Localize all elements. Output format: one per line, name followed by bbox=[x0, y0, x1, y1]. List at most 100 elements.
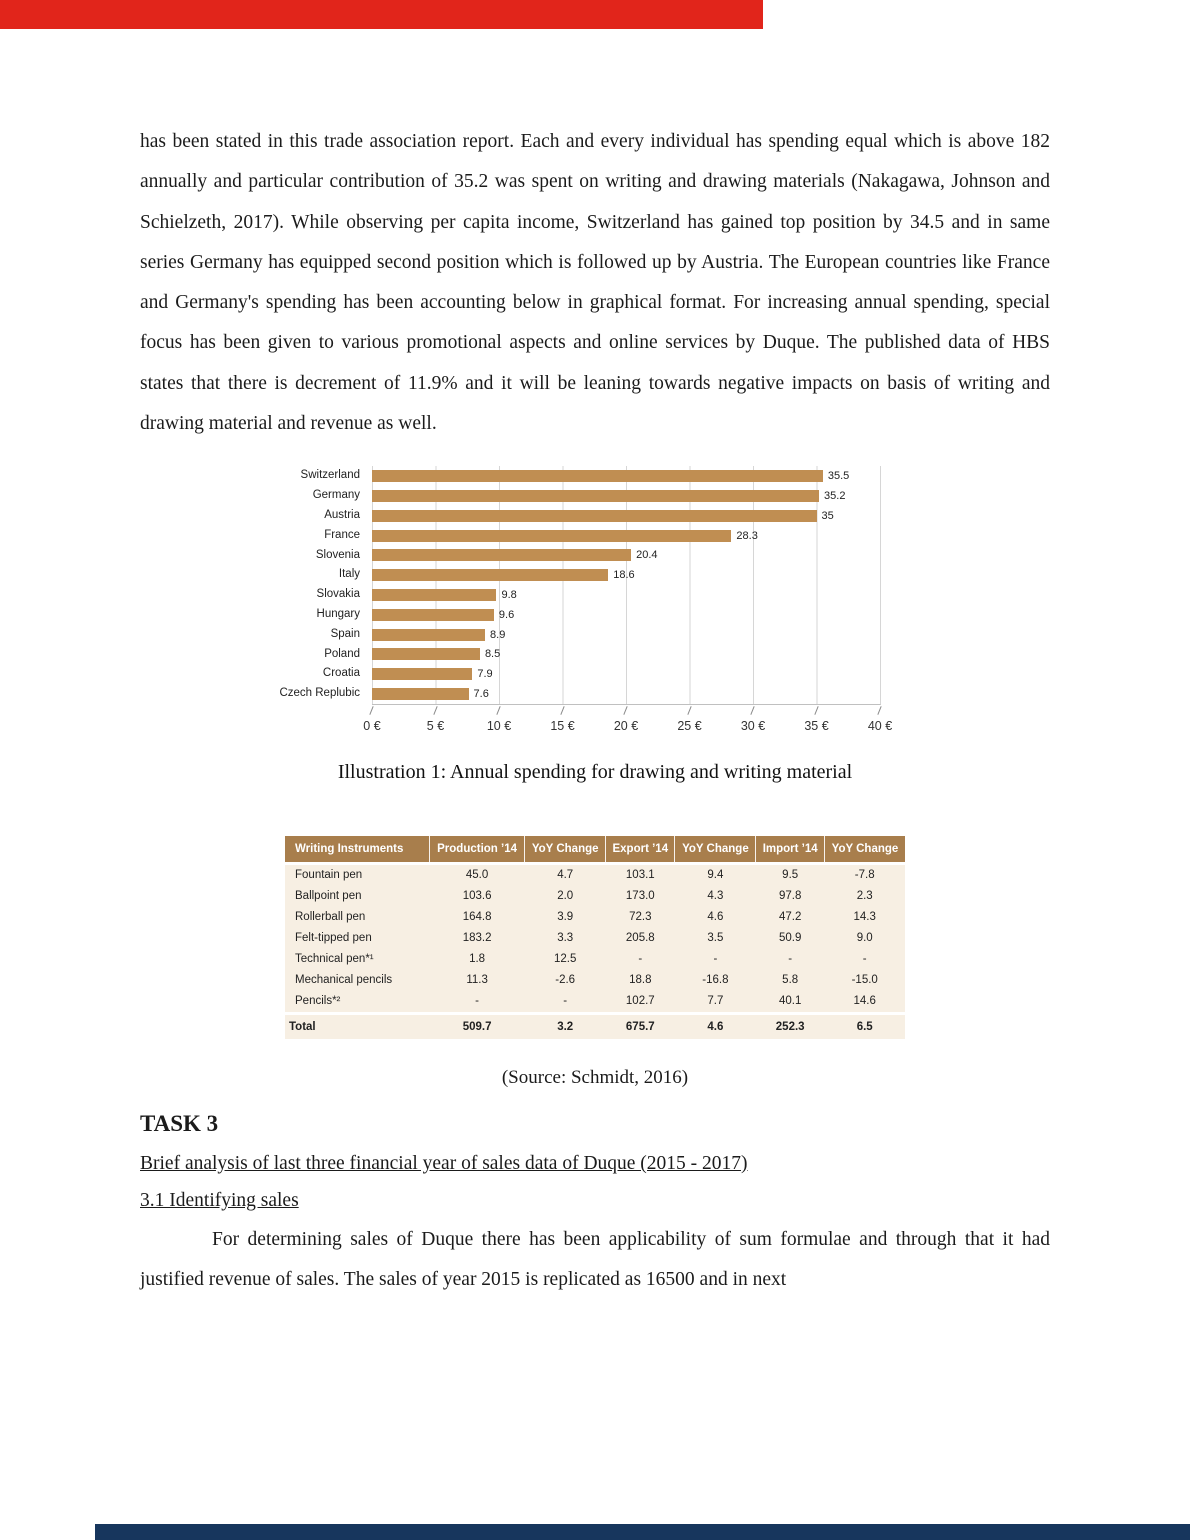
table-column-header: Writing Instruments bbox=[285, 835, 430, 865]
annual-spending-bar-chart: Switzerland Germany Austria France Slovenia I… bbox=[260, 466, 900, 739]
table-cell: 4.6 bbox=[674, 1011, 756, 1039]
chart-axis-tick bbox=[432, 706, 438, 715]
table-cell: - bbox=[524, 990, 606, 1014]
chart-category-label: Spain bbox=[330, 627, 360, 640]
table-cell: 164.8 bbox=[429, 906, 525, 928]
table-cell: 97.8 bbox=[755, 885, 825, 907]
illustration-caption: Illustration 1: Annual spending for draw… bbox=[337, 760, 853, 783]
chart-bar-value: 35 bbox=[821, 509, 834, 522]
chart-category-label: Czech Replubic bbox=[279, 687, 360, 700]
chart-category-label: Slovakia bbox=[316, 588, 360, 601]
chart-bar-row: 28.3 bbox=[372, 526, 880, 546]
table-row: Fountain pen 45.0 4.7 103.1 9.4 9.5 -7.8 bbox=[285, 863, 905, 886]
paragraph-determining-sales: For determining sales of Duque there has… bbox=[140, 1228, 1050, 1291]
table-cell: 1.8 bbox=[429, 948, 525, 970]
chart-category-label: Poland bbox=[324, 647, 360, 660]
chart-category-label: Italy bbox=[338, 568, 360, 581]
top-red-bar bbox=[0, 0, 763, 29]
table-cell: 9.4 bbox=[674, 863, 756, 886]
chart-bar-row: 9.6 bbox=[372, 605, 880, 625]
chart-axis-tick bbox=[496, 706, 501, 715]
table-cell: 3.2 bbox=[524, 1011, 606, 1039]
table-cell: 183.2 bbox=[429, 927, 525, 949]
table-cell: 205.8 bbox=[605, 927, 675, 949]
chart-bar bbox=[372, 608, 494, 621]
table-cell: 9.0 bbox=[824, 927, 905, 949]
table-cell: - bbox=[429, 990, 525, 1014]
table-cell: 14.6 bbox=[824, 990, 905, 1014]
table-cell: - bbox=[674, 948, 756, 970]
chart-tick-label: 5 € bbox=[426, 718, 445, 733]
chart-tick-label: 15 € bbox=[550, 718, 575, 733]
table-row: Technical pen*¹ 1.8 12.5- - - - bbox=[285, 948, 905, 970]
table-cell: Fountain pen bbox=[285, 863, 430, 886]
chart-bar-row: 35.5 bbox=[372, 466, 880, 486]
table-cell: - bbox=[755, 948, 825, 970]
table-cell: 45.0 bbox=[429, 863, 525, 886]
chart-bar-value: 8.9 bbox=[490, 628, 506, 641]
chart-category-label: Hungary bbox=[316, 607, 360, 620]
chart-bar bbox=[372, 509, 817, 522]
chart-bar-value: 35.2 bbox=[824, 490, 846, 503]
chart-bar-value: 28.3 bbox=[736, 529, 758, 542]
table-cell: 509.7 bbox=[429, 1011, 525, 1039]
chart-bar-value: 9.6 bbox=[498, 608, 515, 621]
chart-bar bbox=[372, 529, 732, 542]
chart-category-label: Switzerland bbox=[300, 469, 360, 482]
table-cell: Pencils*² bbox=[285, 990, 430, 1014]
table-cell: Rollerball pen bbox=[285, 906, 430, 928]
chart-bar bbox=[372, 688, 469, 701]
chart-bar-value: 35.5 bbox=[827, 470, 850, 483]
chart-bar bbox=[372, 668, 473, 681]
chart-bar-value: 7.6 bbox=[473, 688, 489, 701]
subsection-heading-identifying-sales: 3.1 Identifying sales bbox=[140, 1189, 299, 1211]
chart-category-label: Austria bbox=[324, 508, 360, 521]
table-cell: 5.8 bbox=[755, 969, 825, 991]
chart-tick-label: 25 € bbox=[677, 718, 702, 733]
chart-category-label: Slovenia bbox=[315, 548, 360, 561]
table-cell: -7.8 bbox=[824, 863, 905, 886]
chart-bar bbox=[372, 648, 480, 661]
chart-bar bbox=[372, 490, 820, 503]
chart-plot: 35.5 35.2 35 28.3 20.4 18.6 9.8 9.6 8.9 8.5 7.9 7.6 bbox=[372, 466, 881, 705]
table-header-row: Writing Instruments Production ’14 YoY Cha… bbox=[285, 835, 905, 865]
chart-bar bbox=[372, 569, 609, 582]
table-cell: 3.5 bbox=[674, 927, 756, 949]
table-cell: 40.1 bbox=[755, 990, 825, 1014]
chart-axis-ticks bbox=[369, 705, 882, 717]
bottom-navy-bar bbox=[95, 1524, 1190, 1540]
table-column-header: YoY Change bbox=[824, 835, 905, 865]
chart-bar bbox=[372, 589, 497, 602]
chart-bar-row: 9.8 bbox=[372, 585, 880, 605]
table-column-header: Import ’14 bbox=[755, 835, 825, 865]
table-column-header: YoY Change bbox=[674, 835, 757, 865]
chart-bar-row: 7.9 bbox=[372, 664, 880, 684]
chart-bar-value: 8.5 bbox=[484, 648, 501, 661]
table-cell: 7.7 bbox=[674, 990, 756, 1014]
chart-bar-row: 8.5 bbox=[372, 645, 880, 665]
chart-axis-tick bbox=[686, 706, 692, 715]
section-heading-brief-analysis: Brief analysis of last three financial y… bbox=[140, 1152, 748, 1174]
chart-axis-tick bbox=[369, 706, 374, 715]
chart-tick-labels: 0 € 5 € 10 € 15 € 20 € 25 € 30 € 35 € 40 € bbox=[363, 717, 892, 739]
chart-tick-label: 10 € bbox=[486, 718, 512, 733]
chart-bar-row: 18.6 bbox=[372, 565, 880, 585]
table-cell: 102.7 bbox=[605, 990, 675, 1014]
task-3-heading: TASK 3 bbox=[140, 1110, 219, 1136]
page-content: has been stated in this trade associatio… bbox=[140, 131, 1050, 1291]
table-cell: 18.8 bbox=[605, 969, 675, 991]
table-cell: 11.3 bbox=[429, 969, 525, 991]
table-cell: 103.1 bbox=[605, 863, 675, 886]
table-column-header: YoY Change bbox=[524, 835, 607, 865]
chart-bar bbox=[372, 549, 632, 562]
table-cell: 4.3 bbox=[674, 885, 756, 907]
paragraph-spending-report: has been stated in this trade associatio… bbox=[140, 131, 1050, 435]
chart-bar-value: 18.6 bbox=[613, 569, 635, 582]
chart-axis-tick bbox=[750, 706, 755, 715]
table-cell: 675.7 bbox=[605, 1011, 675, 1039]
chart-axis-tick bbox=[559, 706, 565, 715]
table-cell: Ballpoint pen bbox=[285, 885, 430, 907]
chart-category-label: Croatia bbox=[322, 667, 360, 680]
table-cell: 47.2 bbox=[755, 906, 825, 928]
